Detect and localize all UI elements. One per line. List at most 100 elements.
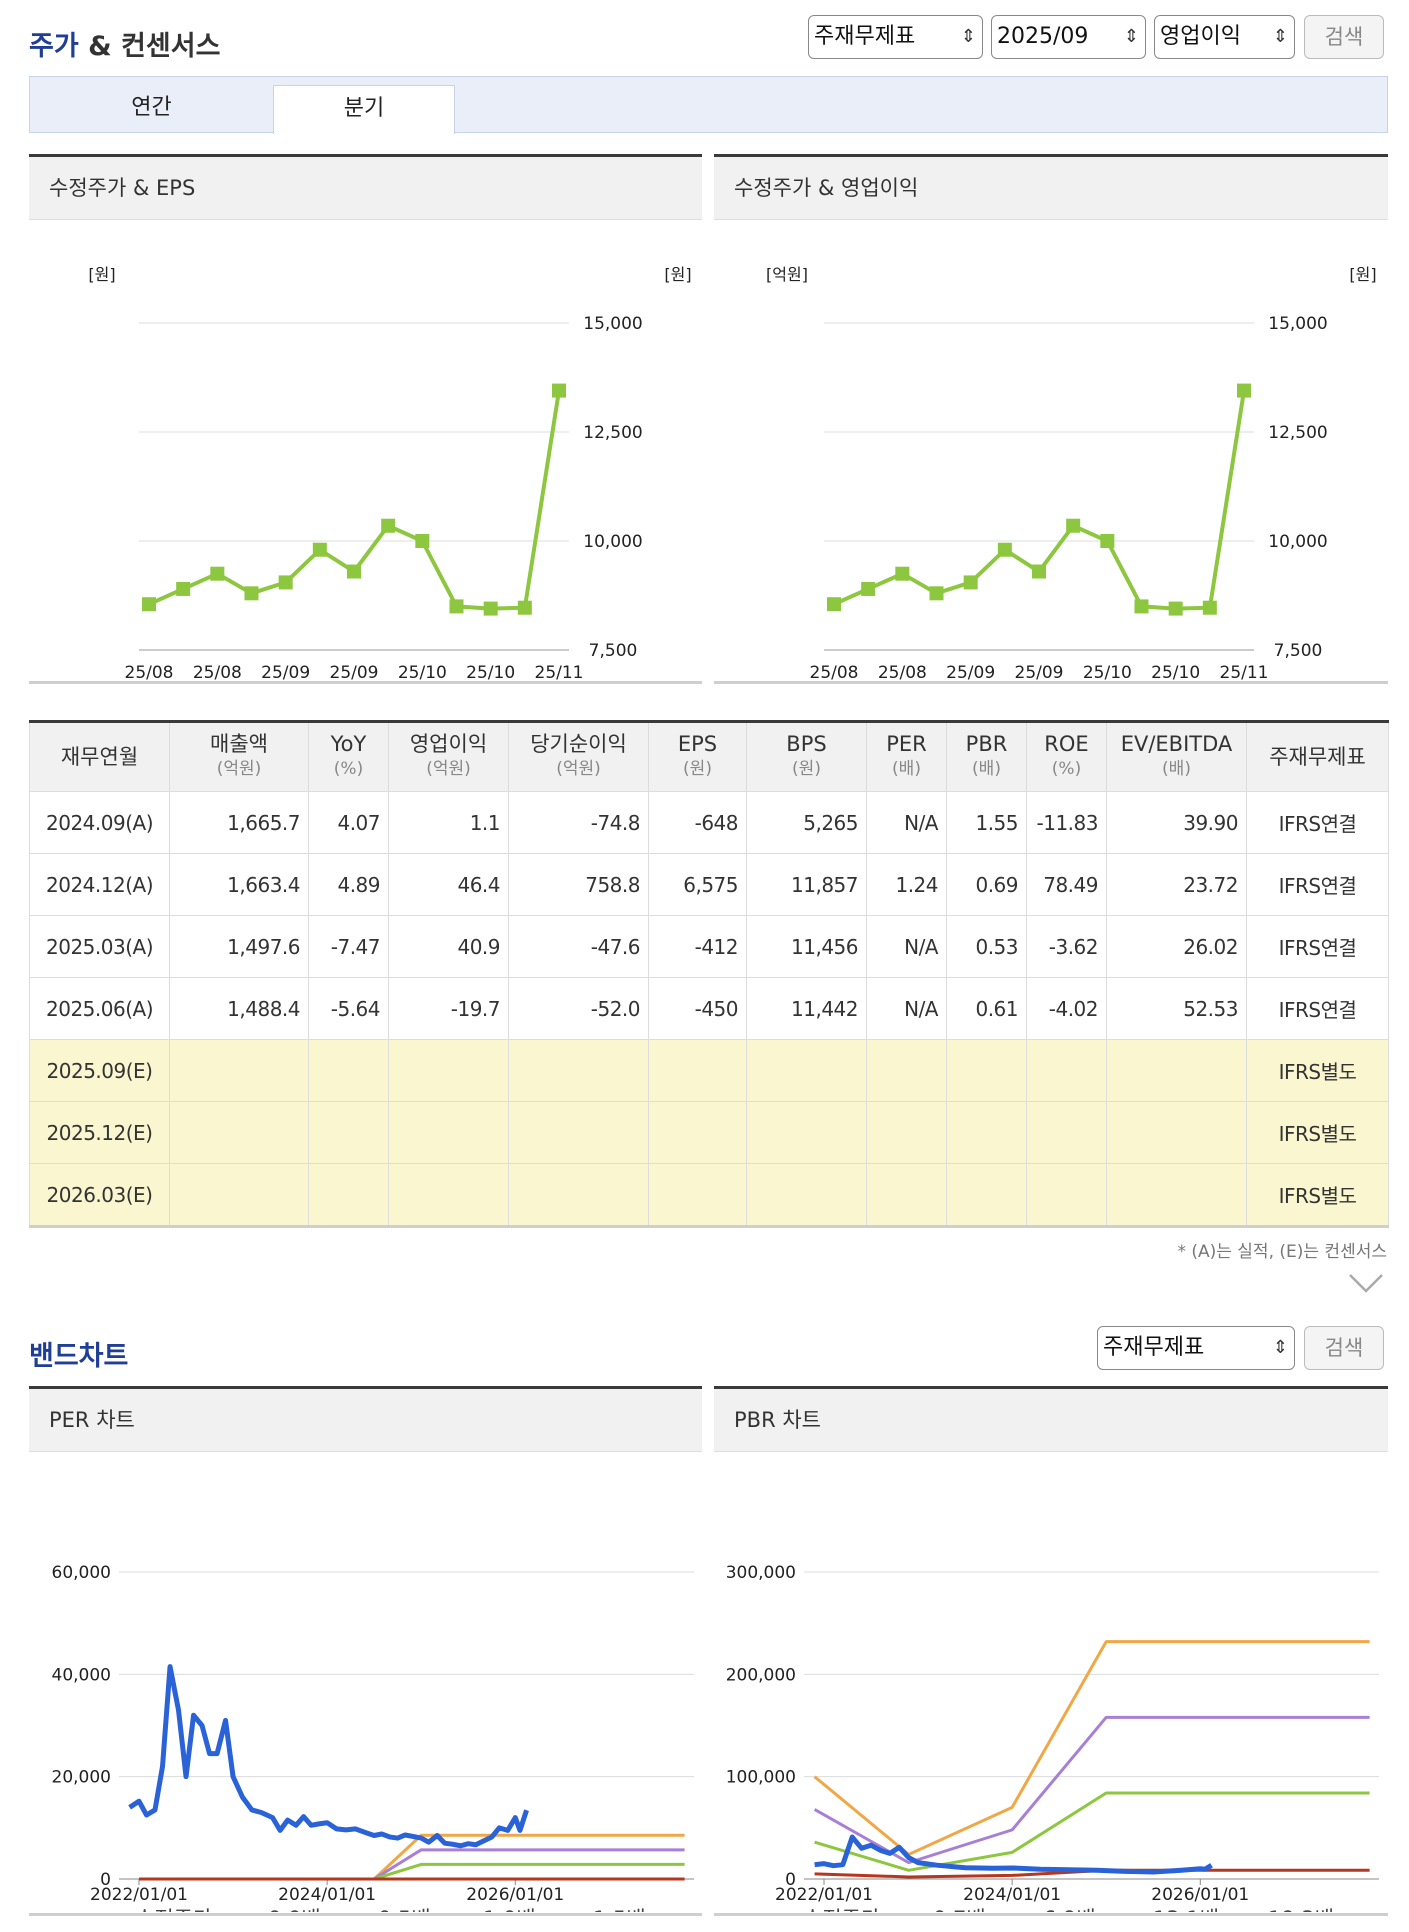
price-point bbox=[1066, 518, 1081, 533]
legend-label: 0.7배 bbox=[933, 1907, 986, 1912]
price-point bbox=[1100, 534, 1115, 548]
table-cell bbox=[308, 1101, 389, 1164]
financial-table: 재무연월 매출액 (억원) YoY (%) 영업이익 (억원) 당기순이익 (억원) EPS (원)… bbox=[29, 720, 1389, 1228]
x-tick-label: 2024/01/01 bbox=[963, 1885, 1061, 1905]
band-statement-select[interactable]: 주재무제표 ⇕ bbox=[1097, 1326, 1295, 1370]
table-row: 2025.03(A) 1,497.6 -7.47 40.9 -47.6 -412 11,45… bbox=[29, 915, 1389, 978]
table-cell: 2025.03(A) bbox=[29, 915, 170, 978]
column-header-unit: (원) bbox=[792, 759, 821, 779]
x-tick-label: 25/08 bbox=[878, 663, 927, 680]
table-cell bbox=[866, 1101, 947, 1164]
table-cell bbox=[308, 1163, 389, 1227]
x-tick-label: 25/10 bbox=[466, 663, 515, 680]
y-tick-label: 12,500 bbox=[1268, 423, 1327, 443]
column-header-label: EPS bbox=[677, 732, 718, 756]
pbr-chart-title: PBR 차트 bbox=[714, 1389, 1388, 1452]
table-cell: -5.64 bbox=[308, 977, 389, 1040]
table-cell bbox=[946, 1163, 1027, 1227]
table-cell bbox=[169, 1163, 309, 1227]
search-button[interactable]: 검색 bbox=[1304, 15, 1384, 59]
legend-label: 19.3배 bbox=[1268, 1907, 1334, 1912]
table-cell: 11,456 bbox=[746, 915, 867, 978]
column-header: 주재무제표 bbox=[1246, 721, 1389, 792]
tab-annual[interactable]: 연간 bbox=[131, 95, 172, 120]
chevron-down-icon[interactable] bbox=[1348, 1272, 1384, 1294]
legend-label: 13.1배 bbox=[1153, 1907, 1219, 1912]
legend-label: 수정주가 bbox=[135, 1907, 212, 1912]
table-row: 2024.12(A) 1,663.4 4.89 46.4 758.8 6,575 11,85… bbox=[29, 853, 1389, 916]
table-cell: 23.72 bbox=[1106, 853, 1247, 916]
table-cell bbox=[169, 1101, 309, 1164]
price-point bbox=[244, 586, 259, 601]
y-tick-label: 0 bbox=[100, 1870, 111, 1890]
column-header-label: 영업이익 bbox=[409, 732, 488, 756]
table-cell: -47.6 bbox=[508, 915, 649, 978]
right-axis-unit: [원] bbox=[1349, 265, 1376, 284]
y-tick-label: 7,500 bbox=[589, 641, 638, 661]
x-tick-label: 25/10 bbox=[1151, 663, 1200, 680]
table-cell bbox=[1026, 1163, 1107, 1227]
table-cell: -450 bbox=[648, 977, 747, 1040]
chart-panel-title: 수정주가 & EPS bbox=[29, 157, 702, 220]
column-header-label: 주재무제표 bbox=[1269, 744, 1366, 769]
table-cell: 26.02 bbox=[1106, 915, 1247, 978]
price-line bbox=[814, 1834, 1213, 1875]
table-cell: 78.49 bbox=[1026, 853, 1107, 916]
price-point bbox=[929, 586, 944, 601]
table-cell bbox=[169, 1039, 309, 1102]
price-point bbox=[827, 597, 841, 612]
table-cell: 2024.09(A) bbox=[29, 791, 170, 854]
table-cell: -11.83 bbox=[1026, 791, 1107, 854]
table-cell: 5,265 bbox=[746, 791, 867, 854]
x-tick-label: 25/11 bbox=[535, 663, 584, 680]
period-select[interactable]: 2025/09 ⇕ bbox=[991, 15, 1146, 59]
x-tick-label: 2026/01/01 bbox=[466, 1885, 564, 1905]
price-point bbox=[1202, 600, 1217, 615]
band-search-button[interactable]: 검색 bbox=[1304, 1326, 1384, 1370]
column-header-label: PER bbox=[886, 732, 927, 756]
price-point bbox=[552, 383, 566, 398]
table-cell: N/A bbox=[866, 977, 947, 1040]
band-line bbox=[139, 1862, 685, 1881]
table-cell: 2025.06(A) bbox=[29, 977, 170, 1040]
x-tick-label: 25/09 bbox=[330, 663, 379, 680]
table-cell bbox=[946, 1101, 1027, 1164]
table-cell: 11,857 bbox=[746, 853, 867, 916]
table-cell: IFRS별도 bbox=[1246, 1039, 1389, 1102]
column-header-unit: (배) bbox=[892, 759, 921, 779]
band-line bbox=[814, 1791, 1370, 1872]
x-tick-label: 2026/01/01 bbox=[1151, 1885, 1249, 1905]
column-header-unit: (%) bbox=[333, 759, 364, 779]
table-cell: 1,663.4 bbox=[169, 853, 309, 916]
column-header-unit: (원) bbox=[683, 759, 712, 779]
metric-select[interactable]: 영업이익 ⇕ bbox=[1154, 15, 1295, 59]
table-cell: N/A bbox=[866, 791, 947, 854]
legend-label: 0.5배 bbox=[378, 1907, 431, 1912]
price-point bbox=[415, 534, 430, 548]
column-header-label: YoY bbox=[330, 732, 367, 756]
statement-select[interactable]: 주재무제표 ⇕ bbox=[808, 15, 983, 59]
y-tick-label: 20,000 bbox=[52, 1768, 111, 1788]
chart-panel-eps: 수정주가 & EPS 7,500 10,000 12,500 15,000 [원] [원]… bbox=[29, 154, 702, 684]
table-cell bbox=[1026, 1039, 1107, 1102]
table-cell bbox=[388, 1039, 509, 1102]
legend-label: 1.5배 bbox=[593, 1907, 646, 1912]
price-point bbox=[895, 566, 910, 581]
table-cell bbox=[648, 1101, 747, 1164]
table-cell: 40.9 bbox=[388, 915, 509, 978]
y-tick-label: 7,500 bbox=[1274, 641, 1323, 661]
table-row: 2025.12(E) IFRS별도 bbox=[29, 1101, 1389, 1164]
table-cell: 1.1 bbox=[388, 791, 509, 854]
column-header: PBR (배) bbox=[946, 721, 1027, 792]
table-cell: -19.7 bbox=[388, 977, 509, 1040]
band-line bbox=[813, 1715, 1370, 1865]
price-point bbox=[1168, 601, 1183, 616]
table-cell: 1,497.6 bbox=[169, 915, 309, 978]
updown-chevron-icon: ⇕ bbox=[1272, 1337, 1288, 1358]
table-header-row: 재무연월 매출액 (억원) YoY (%) 영업이익 (억원) 당기순이익 (억원) EPS (원)… bbox=[29, 721, 1389, 792]
y-tick-label: 100,000 bbox=[726, 1768, 796, 1788]
table-cell bbox=[308, 1039, 389, 1102]
per-band-chart: 0 20,000 40,000 60,000 2022/01/01 2024/01/01 2… bbox=[52, 1563, 694, 1912]
table-cell: -52.0 bbox=[508, 977, 649, 1040]
tab-quarterly[interactable]: 분기 bbox=[273, 85, 455, 134]
